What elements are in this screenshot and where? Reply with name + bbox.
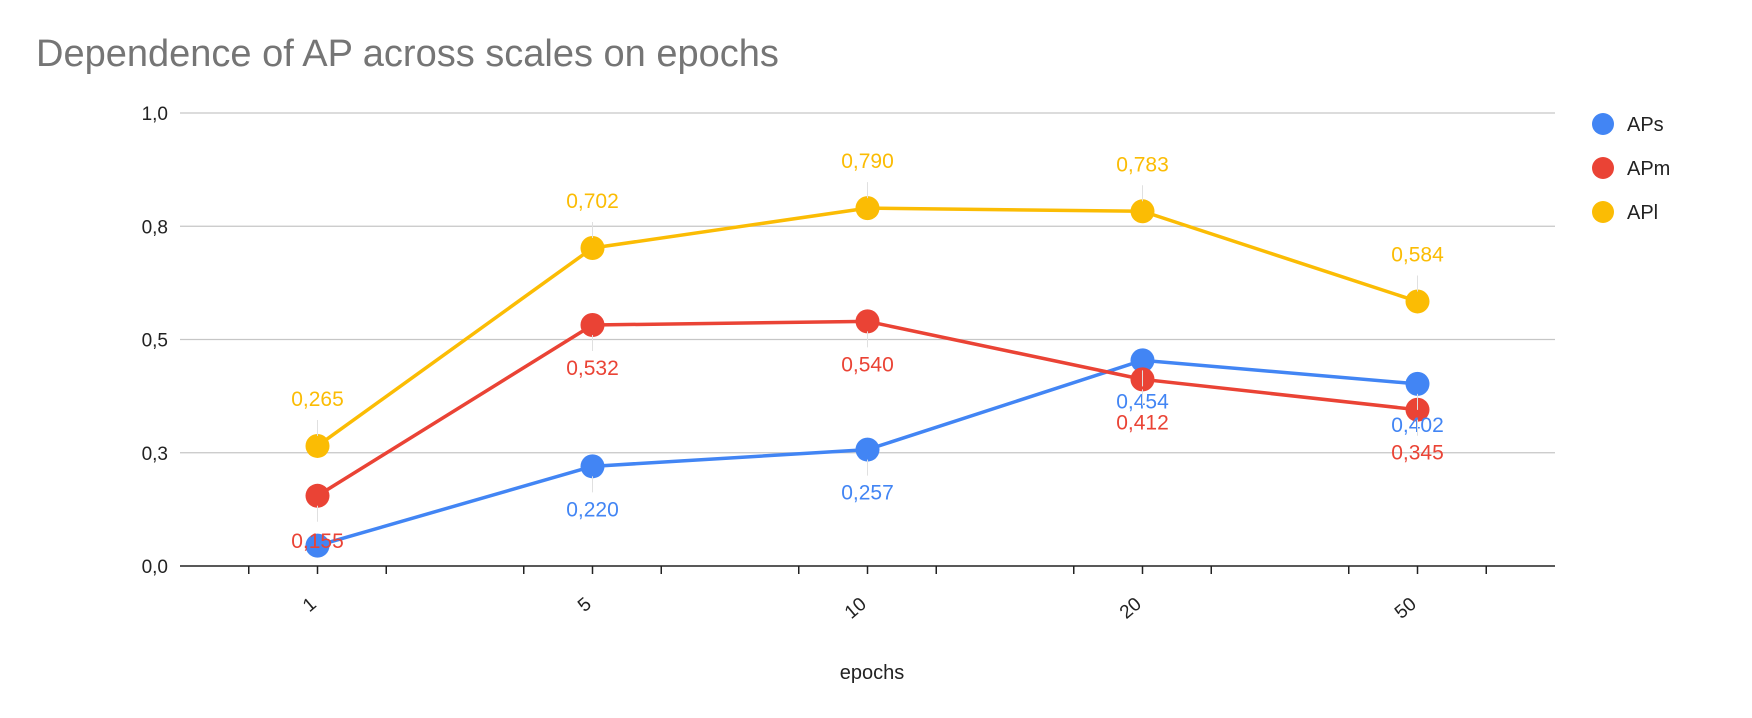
y-tick-label: 0,5 bbox=[142, 331, 168, 352]
legend-label-apm[interactable]: APm bbox=[1627, 158, 1670, 180]
data-label-apl: 0,702 bbox=[566, 190, 619, 213]
legend-swatch-aps bbox=[1592, 113, 1614, 135]
data-label-apl: 0,265 bbox=[291, 388, 344, 411]
data-label-apm: 0,345 bbox=[1391, 442, 1444, 465]
data-point-aps[interactable] bbox=[1130, 348, 1155, 373]
data-label-apm: 0,540 bbox=[841, 353, 894, 376]
data-point-apl[interactable] bbox=[855, 196, 880, 221]
x-tick-label: 50 bbox=[1391, 594, 1421, 624]
data-label-aps: 0,220 bbox=[566, 498, 619, 521]
chart-title: Dependence of AP across scales on epochs bbox=[36, 33, 779, 75]
data-point-aps[interactable] bbox=[305, 533, 330, 558]
data-point-apl[interactable] bbox=[1130, 199, 1155, 224]
legend-label-apl[interactable]: APl bbox=[1627, 202, 1658, 224]
data-point-apl[interactable] bbox=[1405, 289, 1430, 314]
data-label-apm: 0,412 bbox=[1116, 411, 1169, 434]
x-tick-label: 10 bbox=[841, 594, 871, 624]
legend: APs APm APl bbox=[1592, 113, 1670, 224]
data-point-aps[interactable] bbox=[855, 437, 880, 462]
data-label-apl: 0,790 bbox=[841, 150, 894, 173]
data-label-apl: 0,584 bbox=[1391, 243, 1444, 266]
data-label-apl: 0,783 bbox=[1116, 153, 1169, 176]
y-tick-label: 1,0 bbox=[142, 104, 168, 125]
y-tick-label: 0,8 bbox=[142, 217, 168, 238]
x-tick-label: 20 bbox=[1116, 594, 1146, 624]
data-point-apm[interactable] bbox=[305, 483, 330, 508]
data-point-apl[interactable] bbox=[305, 433, 330, 458]
legend-swatch-apl bbox=[1592, 201, 1614, 223]
x-tick-label: 5 bbox=[574, 594, 596, 617]
data-point-aps[interactable] bbox=[580, 454, 605, 479]
y-tick-label: 0,0 bbox=[142, 557, 168, 578]
data-label-apm: 0,532 bbox=[566, 357, 619, 380]
series bbox=[305, 196, 1430, 558]
legend-swatch-apm bbox=[1592, 157, 1614, 179]
x-axis-title: epochs bbox=[840, 662, 905, 684]
data-label-aps: 0,257 bbox=[841, 482, 894, 505]
x-tick-label: 1 bbox=[299, 594, 321, 617]
data-point-apm[interactable] bbox=[855, 309, 880, 334]
y-tick-label: 0,3 bbox=[142, 444, 168, 465]
data-point-apl[interactable] bbox=[580, 235, 605, 260]
data-label-apm: 0,155 bbox=[291, 530, 344, 553]
data-point-aps[interactable] bbox=[1405, 371, 1430, 396]
legend-label-aps[interactable]: APs bbox=[1627, 114, 1664, 136]
data-point-apm[interactable] bbox=[580, 313, 605, 338]
